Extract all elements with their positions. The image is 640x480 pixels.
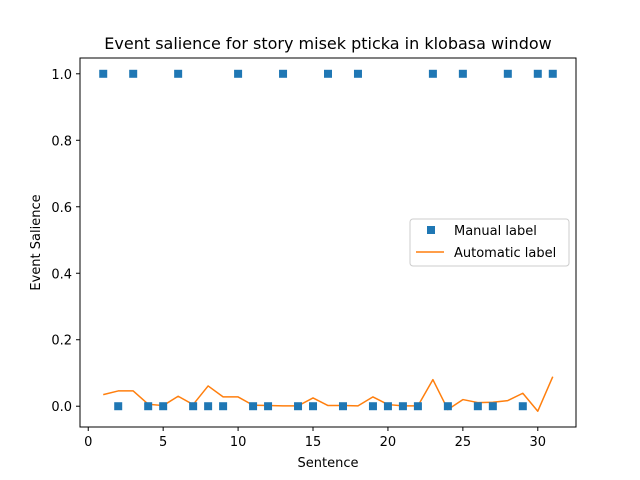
manual-label-point [503,69,512,78]
y-axis-ticks: 0.0 0.2 0.4 0.6 0.8 1.0 [51,68,80,415]
manual-label-point [533,69,542,78]
manual-label-point [398,402,407,411]
x-tick-label: 20 [380,435,397,450]
y-axis-label: Event Salience [29,194,44,290]
legend-box [409,218,570,267]
legend-marker-manual-label [427,226,435,234]
manual-label-point [249,402,258,411]
manual-label-point [548,69,557,78]
manual-label-point [458,69,467,78]
manual-label-point [488,402,497,411]
manual-label-point [443,402,452,411]
manual-label-point [324,69,332,78]
manual-label-point [353,69,362,78]
y-tick-label: 0.8 [51,134,72,149]
legend: Manual label Automatic label [409,218,570,267]
y-tick-label: 0.0 [51,400,72,415]
x-tick-label: 0 [84,435,92,450]
manual-label-point [309,402,318,411]
manual-label-point [99,69,108,78]
legend-label-manual: Manual label [454,224,537,239]
chart-title: Event salience for story misek pticka in… [104,34,551,53]
manual-label-point [159,402,168,411]
manual-label-point [129,69,138,78]
manual-label-point [234,69,243,78]
x-axis-label: Sentence [298,456,359,471]
manual-label-point [204,402,213,411]
x-tick-label: 15 [305,435,322,450]
plot-frame [79,57,577,428]
y-tick-label: 1.0 [51,68,72,83]
y-tick-label: 0.6 [51,201,72,216]
manual-label-series [99,69,557,411]
manual-label-point [383,402,392,411]
y-tick-label: 0.2 [51,334,72,349]
manual-label-point [144,402,153,411]
manual-label-point [114,402,123,411]
manual-label-point [219,402,228,411]
manual-label-point [368,402,377,411]
x-tick-label: 25 [455,435,472,450]
manual-label-point [338,402,347,411]
manual-label-point [174,69,183,78]
y-tick-label: 0.4 [51,267,72,282]
manual-label-point [294,402,303,411]
manual-label-point [279,69,288,78]
x-tick-label: 5 [159,435,167,450]
manual-label-point [428,69,437,78]
manual-label-point [413,402,422,411]
manual-label-point [189,402,198,411]
manual-label-point [473,402,482,411]
manual-label-point [518,402,527,411]
legend-label-automatic: Automatic label [454,246,556,261]
x-axis-ticks: 0 5 10 15 20 25 30 [84,427,546,450]
x-tick-label: 30 [530,435,547,450]
x-tick-label: 10 [230,435,247,450]
manual-label-point [264,402,273,411]
